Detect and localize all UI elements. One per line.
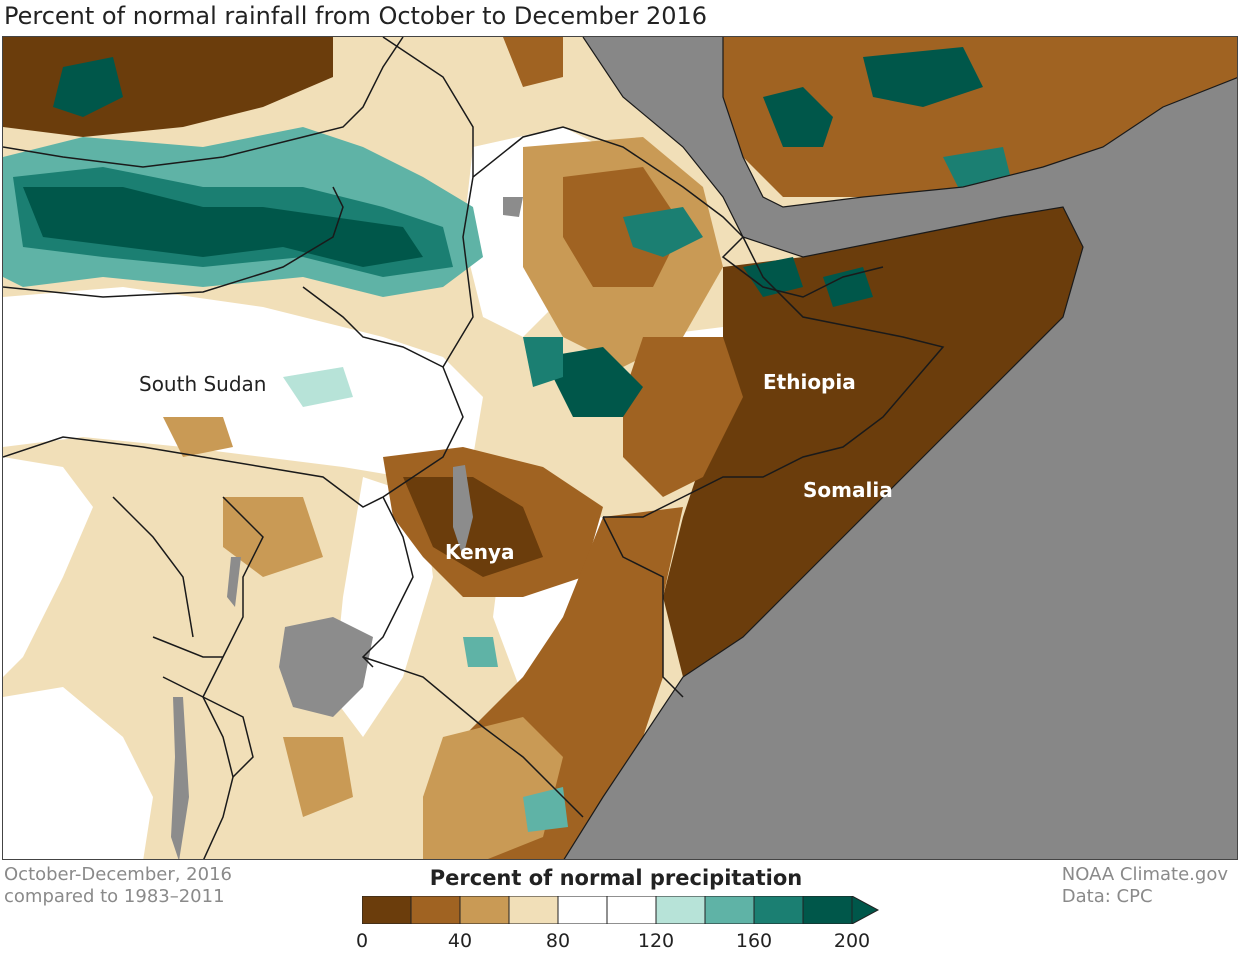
credit-line-2: Data: CPC <box>1061 886 1153 907</box>
legend-ticks: 0 40 80 120 160 200 <box>0 930 1240 958</box>
legend-tick-label: 80 <box>545 930 571 952</box>
label-somalia: Somalia <box>803 478 893 502</box>
lake-tana <box>503 197 523 217</box>
arabian-coastline <box>722 37 1237 208</box>
lake-victoria <box>279 617 373 717</box>
label-kenya: Kenya <box>445 540 514 564</box>
sea <box>564 37 1237 859</box>
period-line-2: compared to 1983–2011 <box>4 886 225 907</box>
label-south-sudan: South Sudan <box>139 372 266 396</box>
lakes <box>171 197 523 859</box>
credit-line-1: NOAA Climate.gov <box>1061 864 1228 885</box>
legend-swatch <box>459 896 510 924</box>
legend-tick-label: 40 <box>447 930 473 952</box>
period-line-1: October-December, 2016 <box>4 864 232 885</box>
page-title: Percent of normal rainfall from October … <box>4 2 708 30</box>
legend-swatch <box>655 896 706 924</box>
legend-tick-label: 0 <box>355 930 369 952</box>
african-coastline <box>563 37 1084 859</box>
legend-arrow <box>851 896 880 924</box>
legend-tick-label: 200 <box>833 930 871 952</box>
map-canvas: South Sudan Ethiopia Somalia Kenya <box>3 37 1237 859</box>
credit-note: NOAA Climate.gov Data: CPC <box>1062 864 1228 908</box>
country-borders <box>3 37 945 859</box>
legend-swatch <box>704 896 755 924</box>
legend-swatch <box>410 896 461 924</box>
legend-tick-label: 160 <box>735 930 773 952</box>
legend-tick-label: 120 <box>637 930 675 952</box>
lake-albert <box>227 557 241 607</box>
period-note: October-December, 2016 compared to 1983–… <box>4 864 232 908</box>
legend-swatch <box>508 896 559 924</box>
legend-colorbar <box>362 896 880 924</box>
legend-swatches <box>362 896 853 924</box>
label-ethiopia: Ethiopia <box>763 370 856 394</box>
legend-title: Percent of normal precipitation <box>429 866 803 890</box>
lake-tanganyika <box>171 697 189 859</box>
legend-swatch <box>753 896 804 924</box>
legend-swatch <box>557 896 608 924</box>
lake-turkana <box>453 465 473 557</box>
legend-swatch <box>802 896 853 924</box>
legend-swatch <box>606 896 657 924</box>
legend-swatch <box>362 896 412 924</box>
rainfall-map: South Sudan Ethiopia Somalia Kenya <box>2 36 1238 860</box>
wet-areas <box>3 47 1013 832</box>
